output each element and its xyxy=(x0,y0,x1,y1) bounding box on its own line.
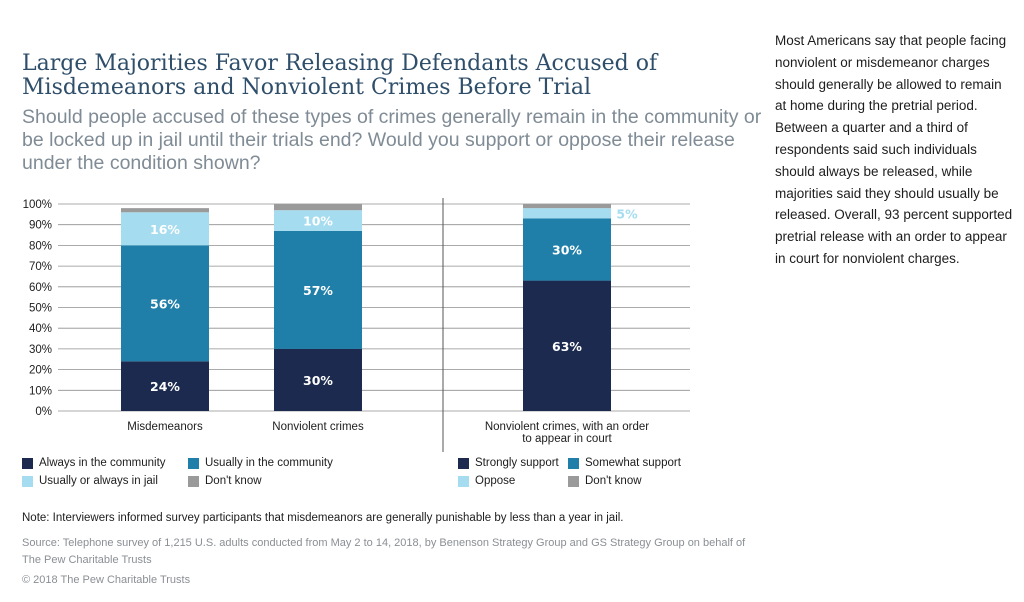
x-tick-label: Nonviolent crimes, with an order xyxy=(485,421,649,433)
data-label: 30% xyxy=(303,373,333,388)
data-label: 5% xyxy=(616,206,638,221)
x-tick-label: Nonviolent crimes xyxy=(272,421,364,433)
bar-segment xyxy=(121,361,209,411)
legend-item: Somewhat support xyxy=(568,457,681,469)
bar-segment xyxy=(274,210,362,231)
y-tick-label: 90% xyxy=(29,220,52,232)
data-label: 24% xyxy=(150,379,180,394)
legend-label: Don't know xyxy=(585,475,642,487)
chart-source: Source: Telephone survey of 1,215 U.S. a… xyxy=(22,537,746,566)
legend-label: Somewhat support xyxy=(585,457,681,469)
y-tick-label: 50% xyxy=(29,303,52,315)
legend-label: Strongly support xyxy=(475,457,559,469)
y-tick-label: 80% xyxy=(29,240,52,252)
legend-swatch xyxy=(568,475,579,487)
legend-swatch xyxy=(188,457,199,469)
legend-swatch xyxy=(22,457,33,469)
legend-item: Don't know xyxy=(568,475,642,487)
data-label: 10% xyxy=(303,214,333,229)
bar-segment xyxy=(274,204,362,211)
legend-swatch xyxy=(188,475,199,487)
x-tick-label: Misdemeanors xyxy=(127,421,203,433)
y-tick-label: 10% xyxy=(29,385,52,397)
data-label: 30% xyxy=(552,243,582,258)
bar-segment xyxy=(121,212,209,246)
legend-swatch xyxy=(568,457,579,469)
chart-title: Large Majorities Favor Releasing Defenda… xyxy=(22,51,658,100)
data-label: 63% xyxy=(552,339,582,354)
bar-segment xyxy=(274,348,362,411)
legend-item: Strongly support xyxy=(458,457,559,469)
bar-segment xyxy=(121,245,209,362)
chart-subtitle: Should people accused of these types of … xyxy=(22,106,762,174)
data-label: 16% xyxy=(150,222,180,237)
x-tick-label: to appear in court xyxy=(522,433,612,445)
legend-swatch xyxy=(22,475,33,487)
y-tick-label: 100% xyxy=(23,199,52,211)
y-tick-label: 40% xyxy=(29,323,52,335)
legend-label: Usually in the community xyxy=(205,457,333,469)
y-tick-label: 20% xyxy=(29,365,52,377)
chart-note: Note: Interviewers informed survey parti… xyxy=(22,512,624,524)
legend-item: Oppose xyxy=(458,475,515,487)
legend-label: Don't know xyxy=(205,475,262,487)
data-label: 56% xyxy=(150,296,180,311)
y-tick-label: 0% xyxy=(35,406,52,418)
legend-item: Always in the community xyxy=(22,457,166,469)
y-tick-label: 70% xyxy=(29,261,52,273)
y-tick-label: 60% xyxy=(29,282,52,294)
legend-item: Don't know xyxy=(188,475,262,487)
bar-segment xyxy=(523,218,611,281)
copyright: © 2018 The Pew Charitable Trusts xyxy=(22,574,191,586)
bar-segment xyxy=(523,208,611,219)
legend-label: Oppose xyxy=(475,475,516,487)
bar-segment xyxy=(523,204,611,209)
bar-segment xyxy=(523,280,611,411)
legend-swatch xyxy=(458,457,469,469)
legend-label: Usually or always in jail xyxy=(39,475,158,487)
stacked-bar-chart: 0% 10% 20% 30% 40% 50% 60% 70% 80% 90% 100% 24% 56% 1… xyxy=(23,198,690,452)
legend-item: Usually or always in jail xyxy=(22,475,158,487)
y-tick-label: 30% xyxy=(29,344,52,356)
legend-left: Always in the community Usually in the c… xyxy=(22,457,422,497)
legend-swatch xyxy=(458,475,469,487)
legend-item: Usually in the community xyxy=(188,457,333,469)
data-label: 57% xyxy=(303,283,333,298)
side-commentary: Most Americans say that people facing no… xyxy=(775,33,1013,266)
legend-right: Strongly support Somewhat support Oppose… xyxy=(458,457,758,497)
bar-segment xyxy=(121,208,209,213)
legend-label: Always in the community xyxy=(39,457,166,469)
bar-segment xyxy=(274,230,362,349)
